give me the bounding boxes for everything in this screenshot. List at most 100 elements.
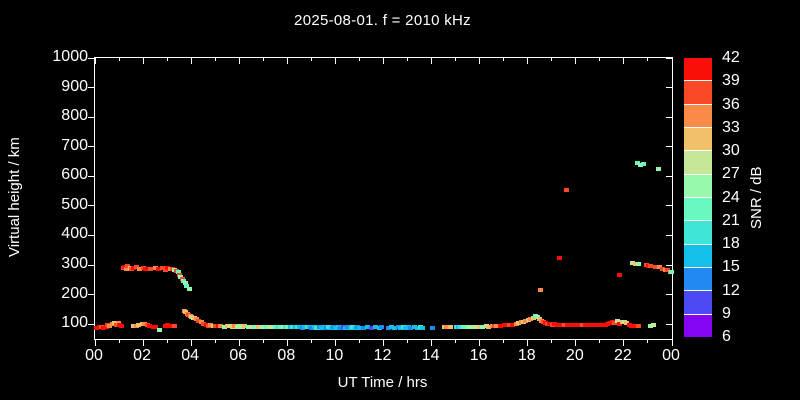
data-point <box>572 322 578 327</box>
data-point <box>392 325 398 330</box>
x-tick-major <box>623 340 625 346</box>
data-point <box>361 325 367 330</box>
x-tick-minor <box>407 340 409 343</box>
colorbar-segment <box>684 244 712 267</box>
y-tick <box>88 323 94 325</box>
data-point <box>653 264 659 269</box>
x-tick-major <box>431 340 433 346</box>
x-tick-minor <box>166 58 168 61</box>
x-axis-label: UT Time / hrs <box>337 374 428 391</box>
x-tick-major <box>623 58 625 64</box>
plot-area <box>88 57 675 346</box>
data-point <box>267 324 273 329</box>
y-tick <box>88 116 94 118</box>
data-point <box>157 328 163 333</box>
colorbar-tick-label: 27 <box>722 165 740 183</box>
y-tick <box>666 175 672 177</box>
data-point <box>180 277 186 282</box>
data-point <box>103 325 109 330</box>
x-tick-label: 04 <box>181 347 200 364</box>
data-point <box>186 287 192 292</box>
data-point <box>447 325 453 330</box>
y-tick <box>88 205 94 207</box>
x-tick-label: 20 <box>565 347 584 364</box>
data-point <box>167 324 173 329</box>
data-point <box>177 272 183 277</box>
colorbar-segment <box>684 221 712 244</box>
colorbar-tick-label: 33 <box>722 118 740 136</box>
data-point <box>444 324 449 329</box>
x-tick-minor <box>310 58 312 61</box>
x-tick-label: 12 <box>373 347 392 364</box>
data-point <box>172 323 178 328</box>
colorbar-tick-label: 18 <box>722 235 740 252</box>
data-point <box>388 325 394 330</box>
x-tick-major <box>431 58 433 64</box>
y-tick <box>666 323 672 325</box>
x-tick-minor <box>647 58 649 61</box>
data-point <box>364 325 370 330</box>
x-tick-label: 08 <box>277 347 296 364</box>
data-point <box>480 324 486 329</box>
x-tick-label: 00 <box>85 347 103 364</box>
colorbar-tick-label: 30 <box>722 142 740 159</box>
x-tick-label: 22 <box>614 347 632 364</box>
y-tick-label: 900 <box>61 77 88 95</box>
colorbar-tick-label: 36 <box>722 95 740 113</box>
y-tick <box>666 87 672 89</box>
x-tick-major <box>383 58 384 64</box>
data-point <box>119 323 125 328</box>
colorbar-segment <box>684 58 712 81</box>
data-point <box>564 187 570 192</box>
data-point <box>184 284 190 289</box>
data-point <box>175 269 181 274</box>
x-tick-major <box>190 340 192 346</box>
y-tick-label: 300 <box>61 255 88 273</box>
colorbar-segment <box>684 267 712 291</box>
colorbar-tick-label: 39 <box>722 72 740 90</box>
y-tick <box>666 264 672 266</box>
x-tick-minor <box>455 340 457 343</box>
data-point <box>419 325 425 330</box>
x-tick-major <box>671 340 673 346</box>
data-point <box>147 323 153 328</box>
data-point <box>617 322 623 327</box>
data-point <box>669 270 675 275</box>
data-point <box>114 323 120 328</box>
x-tick-major <box>286 58 288 64</box>
data-point <box>369 325 375 330</box>
x-tick-minor <box>599 58 601 61</box>
data-point <box>537 288 543 293</box>
data-point <box>137 266 143 271</box>
x-tick-minor <box>262 58 264 61</box>
x-tick-minor <box>214 340 216 343</box>
data-point <box>182 281 188 286</box>
chart-title: 2025-08-01. f = 2010 kHz <box>294 12 471 29</box>
data-point <box>636 324 642 329</box>
data-point <box>148 266 154 271</box>
x-tick-minor <box>551 58 553 61</box>
y-tick <box>666 234 672 236</box>
data-point <box>178 274 184 279</box>
y-tick-label: 700 <box>61 136 88 154</box>
colorbar-tick-label: 42 <box>722 49 740 66</box>
data-point <box>558 322 564 327</box>
data-point <box>115 320 121 325</box>
y-tick <box>88 234 94 236</box>
x-tick-label: 00 <box>662 347 680 364</box>
data-point <box>624 320 630 325</box>
x-tick-label: 14 <box>421 347 440 364</box>
data-point <box>411 325 417 330</box>
y-tick <box>88 146 94 148</box>
x-tick-major <box>142 58 144 64</box>
x-tick-minor <box>503 58 505 61</box>
y-tick <box>88 294 94 296</box>
colorbar-segment <box>684 291 712 314</box>
x-tick-major <box>575 340 577 346</box>
y-tick <box>666 294 672 296</box>
data-point <box>124 266 130 271</box>
data-point <box>498 323 504 328</box>
x-tick-minor <box>214 58 216 61</box>
y-tick-label: 600 <box>61 166 88 184</box>
